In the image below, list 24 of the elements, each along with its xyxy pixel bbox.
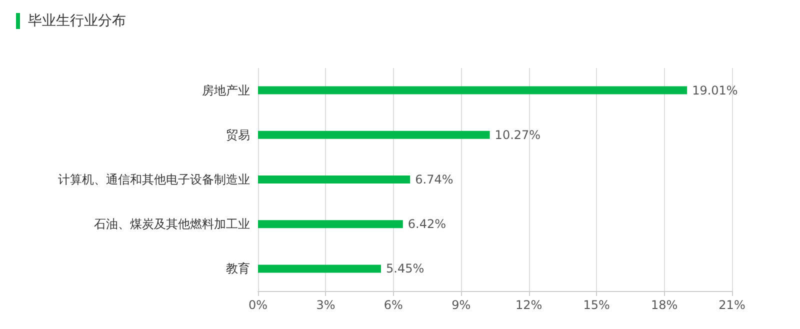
y-tick-label: 计算机、通信和其他电子设备制造业 bbox=[58, 172, 250, 186]
x-tick-label: 0% bbox=[248, 298, 268, 312]
data-label: 19.01% bbox=[692, 83, 738, 98]
bar bbox=[258, 86, 688, 94]
bar bbox=[258, 176, 410, 184]
x-tick-label: 12% bbox=[516, 298, 542, 312]
y-tick-label: 房地产业 bbox=[202, 83, 250, 98]
data-label: 6.42% bbox=[408, 217, 446, 232]
x-tick-label: 18% bbox=[650, 298, 678, 312]
bar bbox=[258, 220, 403, 228]
x-tick-label: 9% bbox=[452, 298, 471, 312]
bar bbox=[258, 130, 490, 139]
x-tick-label: 6% bbox=[384, 298, 403, 312]
y-tick-label: 教育 bbox=[226, 262, 250, 276]
data-label: 6.74% bbox=[415, 172, 454, 186]
text: 毕业生行业分布 bbox=[28, 12, 126, 30]
data-label: 5.45% bbox=[386, 262, 424, 276]
y-tick-label: 石油、煤炭及其他燃料加工业 bbox=[94, 217, 250, 232]
x-tick-label: 15% bbox=[583, 298, 610, 312]
data-label: 10.27% bbox=[494, 128, 541, 142]
y-tick-label: 贸易 bbox=[226, 128, 250, 142]
x-tick-label: 21% bbox=[718, 298, 746, 312]
bar bbox=[258, 264, 382, 273]
x-tick-label: 3% bbox=[316, 298, 336, 312]
